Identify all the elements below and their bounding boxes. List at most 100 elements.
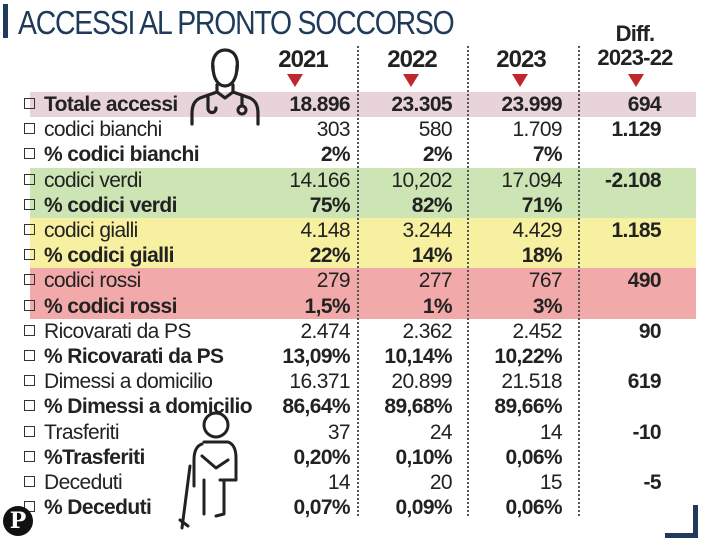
row-label: codici rossi <box>44 269 141 293</box>
cell-2022: 89,68% <box>384 395 452 419</box>
row-label: % Deceduti <box>44 496 152 520</box>
cell-2023: 767 <box>528 269 563 293</box>
table-row: Trasferiti 37 24 14 -10 <box>0 420 702 445</box>
table-row: % codici bianchi 2% 2% 7% <box>0 142 702 167</box>
band-codici-verdi <box>30 167 696 218</box>
cell-2023: 10,22% <box>494 345 562 368</box>
cell-diff: 90 <box>638 319 662 343</box>
checkbox-square-icon <box>24 148 35 160</box>
row-label: % codici verdi <box>44 193 177 217</box>
cell-2021: 13,09% <box>282 345 350 368</box>
row-label: % Dimessi a domicilio <box>44 395 253 419</box>
cell-2022: 23.305 <box>391 93 452 116</box>
row-label: codici bianchi <box>44 118 162 142</box>
cell-2022: 2% <box>422 143 453 167</box>
row-label: Deceduti <box>44 471 123 494</box>
chart-title: ACCESSI AL PRONTO SOCCORSO <box>18 4 455 41</box>
cell-2022: 20 <box>429 471 453 494</box>
cell-2021: 14 <box>327 471 351 494</box>
injured-patient-icon <box>178 411 238 530</box>
checkbox-square-icon <box>24 173 35 185</box>
arrow-down-icon <box>512 74 528 87</box>
row-label: Dimessi a domicilio <box>44 370 213 394</box>
cell-2023: 15 <box>539 471 563 494</box>
row-label: Totale accessi <box>44 93 178 116</box>
table-row: % Ricovarati da PS 13,09% 10,14% 10,22% <box>0 344 702 369</box>
column-divider <box>578 46 580 516</box>
cell-2022: 3.244 <box>402 219 452 242</box>
table-row: % codici rossi 1,5% 1% 3% <box>0 294 702 319</box>
cell-diff: 490 <box>627 269 662 293</box>
cell-diff: 1.185 <box>611 219 661 242</box>
row-label: codici gialli <box>44 219 138 242</box>
cell-2023: 3% <box>532 294 563 318</box>
cell-2023: 0,06% <box>505 496 562 520</box>
arrow-down-icon <box>628 74 644 87</box>
cell-2022: 20.899 <box>391 370 452 394</box>
cell-2023: 89,66% <box>494 395 562 419</box>
diff-header-line2: 2023-22 <box>597 45 673 70</box>
cell-2023: 23.999 <box>501 93 562 116</box>
table-row: Dimessi a domicilio 16.371 20.899 21.518 619 <box>0 369 702 394</box>
cell-diff: 619 <box>627 370 662 394</box>
cell-2021: 22% <box>309 244 351 268</box>
corner-bracket-top-left <box>3 4 17 38</box>
cell-2023: 1.709 <box>512 118 562 142</box>
table-row: % Dimessi a domicilio 86,64% 89,68% 89,66% <box>0 394 702 419</box>
row-label: codici verdi <box>44 168 142 192</box>
table-row: codici verdi 14.166 10,202 17.094 -2.108 <box>0 168 702 193</box>
cell-2021: 2% <box>320 143 351 167</box>
table-row: Deceduti 14 20 15 -5 <box>0 470 702 495</box>
cell-2023: 14 <box>539 420 563 444</box>
cell-2023: 4.429 <box>512 219 562 242</box>
cell-2021: 37 <box>327 420 351 444</box>
column-divider <box>357 46 359 516</box>
cell-2021: 0,07% <box>293 496 350 520</box>
band-totale <box>30 92 696 118</box>
cell-2022: 1% <box>422 294 453 318</box>
column-header-2023: 2023 <box>496 46 546 73</box>
cell-2022: 277 <box>418 269 453 293</box>
cell-2023: 7% <box>532 143 563 167</box>
cell-2021: 86,64% <box>282 395 350 419</box>
cell-2022: 0,09% <box>395 496 452 520</box>
cell-2021: 75% <box>309 193 351 217</box>
checkbox-square-icon <box>24 274 35 286</box>
table-row: codici rossi 279 277 767 490 <box>0 268 702 293</box>
table-row: %Trasferiti 0,20% 0,10% 0,06% <box>0 445 702 470</box>
cell-2023: 17.094 <box>501 168 562 192</box>
row-label: % Ricovarati da PS <box>44 345 224 368</box>
column-header-2021: 2021 <box>278 46 328 73</box>
table-row: % codici gialli 22% 14% 18% <box>0 243 702 268</box>
cell-2021: 279 <box>316 269 351 293</box>
cell-2022: 10,202 <box>391 168 452 192</box>
cell-diff: 694 <box>627 93 662 116</box>
column-divider <box>467 46 469 516</box>
row-label: % codici rossi <box>44 294 177 318</box>
cell-2021: 4.148 <box>300 219 350 242</box>
cell-2022: 82% <box>411 193 453 217</box>
publisher-logo: P <box>3 506 33 536</box>
checkbox-square-icon <box>24 375 35 387</box>
doctor-icon <box>190 48 260 126</box>
checkbox-square-icon <box>24 476 35 487</box>
cell-2021: 14.166 <box>289 168 350 192</box>
table-row: codici gialli 4.148 3.244 4.429 1.185 <box>0 218 702 243</box>
band-codici-gialli <box>30 218 696 269</box>
table-row: % Deceduti 0,07% 0,09% 0,06% <box>0 495 702 520</box>
cell-2023: 71% <box>521 193 563 217</box>
cell-2021: 303 <box>316 118 351 142</box>
cell-diff: -5 <box>643 471 662 494</box>
cell-diff: -10 <box>632 420 661 444</box>
diff-header-line1: Diff. <box>615 21 656 46</box>
checkbox-square-icon <box>24 400 35 412</box>
cell-2022: 580 <box>418 118 453 142</box>
cell-2022: 10,14% <box>384 345 452 368</box>
cell-2022: 2.362 <box>402 319 452 343</box>
cell-2021: 1,5% <box>304 294 351 318</box>
checkbox-square-icon <box>24 450 35 462</box>
cell-2021: 18.896 <box>289 93 350 116</box>
cell-diff: -2.108 <box>605 168 662 192</box>
checkbox-square-icon <box>24 198 35 210</box>
row-label: Ricovarati da PS <box>44 319 191 343</box>
